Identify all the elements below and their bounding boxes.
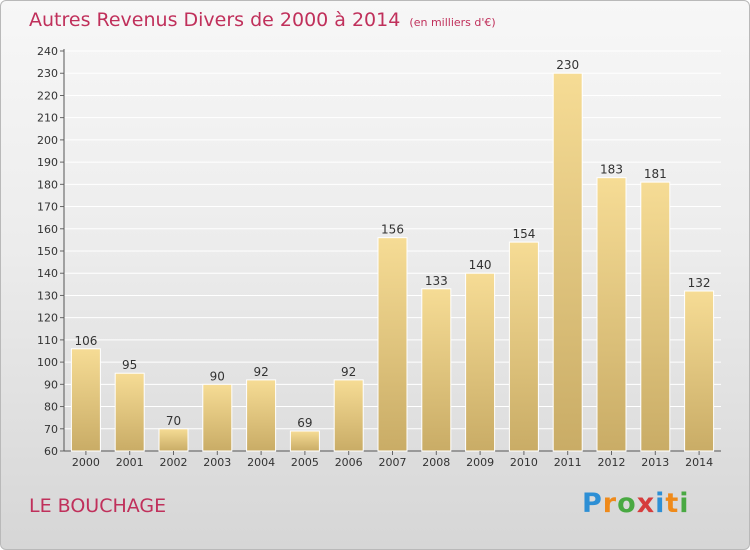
y-tick-label: 240 (37, 45, 58, 58)
bar-value-label: 132 (688, 276, 711, 290)
y-tick-label: 70 (44, 423, 58, 436)
y-tick-label: 110 (37, 334, 58, 347)
bar-value-label: 70 (166, 414, 181, 428)
bar-value-label: 69 (297, 416, 312, 430)
x-tick-label: 2013 (641, 456, 669, 469)
x-tick-label: 2001 (116, 456, 144, 469)
bar (421, 288, 452, 452)
logo-letter: i (679, 488, 690, 519)
y-tick-label: 180 (37, 178, 58, 191)
bar-value-label: 230 (556, 58, 579, 72)
bar (202, 383, 233, 452)
y-tick-label: 80 (44, 401, 58, 414)
logo-letter: i (655, 488, 666, 519)
bar-value-label: 183 (600, 163, 623, 177)
bar (289, 430, 320, 452)
x-tick-label: 2000 (72, 456, 100, 469)
bar (377, 237, 408, 452)
bar-value-label: 154 (512, 227, 535, 241)
y-tick-label: 210 (37, 112, 58, 125)
bar-value-label: 90 (210, 369, 225, 383)
y-tick-label: 220 (37, 89, 58, 102)
x-tick-label: 2003 (203, 456, 231, 469)
bar (465, 272, 496, 452)
logo-letter: t (665, 488, 680, 519)
bar-value-label: 156 (381, 223, 404, 237)
y-tick-label: 190 (37, 156, 58, 169)
bar (114, 372, 145, 452)
bar (552, 72, 583, 452)
y-tick-label: 230 (37, 67, 58, 80)
y-tick-label: 160 (37, 223, 58, 236)
y-tick-label: 90 (44, 378, 58, 391)
x-tick-label: 2008 (422, 456, 450, 469)
bar-value-label: 92 (341, 365, 356, 379)
bar (333, 379, 364, 452)
logo-letter: P (582, 488, 603, 519)
y-tick-label: 100 (37, 356, 58, 369)
y-tick-label: 130 (37, 289, 58, 302)
x-tick-label: 2010 (510, 456, 538, 469)
bar-value-label: 140 (469, 258, 492, 272)
x-tick-label: 2012 (598, 456, 626, 469)
bar (596, 177, 627, 452)
bar (508, 241, 539, 452)
x-tick-label: 2002 (160, 456, 188, 469)
logo-letter: x (636, 488, 656, 519)
y-tick-label: 120 (37, 312, 58, 325)
x-tick-label: 2004 (247, 456, 275, 469)
x-tick-label: 2007 (379, 456, 407, 469)
logo-letter: r (602, 488, 618, 519)
x-tick-label: 2005 (291, 456, 319, 469)
proxiti-logo: Proxiti (582, 488, 690, 519)
y-tick-label: 150 (37, 245, 58, 258)
bar-value-label: 133 (425, 274, 448, 288)
y-tick-label: 140 (37, 267, 58, 280)
bar (70, 348, 101, 452)
chart-title: Autres Revenus Divers de 2000 à 2014 (29, 9, 401, 31)
x-tick-label: 2009 (466, 456, 494, 469)
y-tick-label: 200 (37, 134, 58, 147)
chart-title-block: Autres Revenus Divers de 2000 à 2014 (en… (29, 9, 496, 31)
bar-value-label: 181 (644, 167, 667, 181)
bar-value-label: 106 (74, 334, 97, 348)
bar (246, 379, 277, 452)
bar (158, 428, 189, 452)
bar (640, 181, 671, 452)
x-tick-label: 2006 (335, 456, 363, 469)
y-tick-label: 60 (44, 445, 58, 458)
bar-value-label: 95 (122, 358, 137, 372)
commune-name: LE BOUCHAGE (29, 495, 167, 517)
bar-value-label: 92 (253, 365, 268, 379)
chart-subtitle: (en milliers d'€) (409, 16, 496, 29)
x-tick-label: 2014 (685, 456, 713, 469)
logo-letter: o (617, 488, 637, 519)
bar (684, 290, 715, 452)
x-tick-label: 2011 (554, 456, 582, 469)
y-tick-label: 170 (37, 201, 58, 214)
